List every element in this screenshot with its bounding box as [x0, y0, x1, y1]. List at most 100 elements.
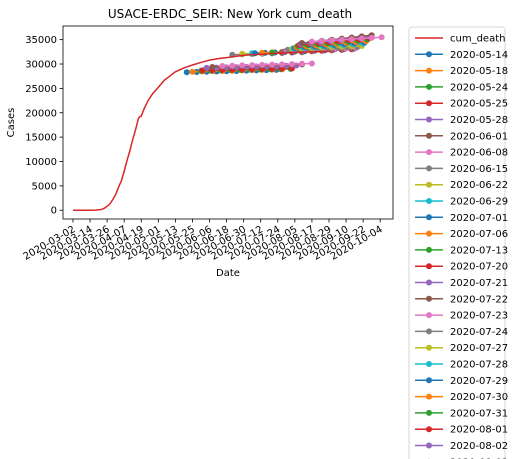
series-point [298, 60, 305, 67]
series-point [358, 35, 365, 42]
legend-label: 2020-07-23 [450, 311, 508, 322]
legend-item: 2020-06-15 [415, 164, 508, 175]
legend-marker [426, 83, 432, 90]
y-tick-label: 35000 [25, 35, 57, 46]
y-tick-label: 15000 [25, 133, 57, 144]
legend-item: 2020-07-06 [415, 229, 508, 240]
legend-marker [426, 393, 432, 400]
legend-marker [426, 149, 432, 156]
legend-marker [426, 295, 432, 302]
legend-item: 2020-08-02 [415, 441, 508, 452]
legend-marker [426, 377, 432, 384]
series-point [239, 62, 246, 69]
legend-item: 2020-06-22 [415, 180, 508, 191]
legend-marker [426, 442, 432, 449]
legend-label: 2020-07-01 [450, 213, 508, 224]
legend-label: 2020-06-08 [450, 148, 508, 159]
legend-label: 2020-05-24 [450, 82, 508, 93]
legend-item: 2020-07-21 [415, 278, 508, 289]
series-2020-06-08 [219, 60, 315, 69]
legend-label: 2020-05-14 [450, 50, 508, 61]
y-axis: 0 5000 10000 15000 20000 25000 30000 35000 [25, 35, 63, 217]
legend-label: 2020-07-31 [450, 408, 508, 419]
legend-item: 2020-07-31 [415, 408, 508, 419]
series-point [318, 37, 325, 44]
series-point [368, 34, 375, 41]
legend-label: 2020-07-22 [450, 294, 508, 305]
legend-label: 2020-07-20 [450, 262, 508, 273]
legend-item: 2020-08-01 [415, 425, 508, 436]
legend-label: 2020-06-15 [450, 164, 508, 175]
legend-item: 2020-05-28 [415, 115, 508, 126]
legend-item: 2020-06-29 [415, 197, 508, 208]
legend-marker [426, 361, 432, 367]
legend-label: 2020-06-01 [450, 131, 508, 142]
legend-marker [426, 230, 432, 237]
chart-title: USACE-ERDC_SEIR: New York cum_death [108, 7, 352, 21]
series-point [229, 62, 236, 69]
legend-marker [426, 312, 432, 319]
y-tick-label: 10000 [25, 157, 57, 168]
legend-item: 2020-06-08 [415, 148, 508, 159]
series-point [328, 37, 335, 44]
legend-label: 2020-06-29 [450, 197, 508, 208]
legend-label: 2020-08-03 [450, 457, 508, 459]
series-point [348, 36, 355, 43]
legend-label: 2020-07-28 [450, 360, 508, 371]
legend-label: 2020-07-30 [450, 392, 508, 403]
y-tick-label: 5000 [32, 181, 57, 192]
series-point [298, 40, 305, 47]
y-tick-label: 30000 [25, 60, 57, 71]
legend-marker [426, 116, 432, 123]
legend-marker [426, 426, 432, 433]
legend-label: 2020-07-27 [450, 343, 508, 354]
legend-item: 2020-07-30 [415, 392, 508, 403]
series-point [308, 60, 315, 67]
legend-item: 2020-07-13 [415, 245, 508, 256]
legend-item: 2020-07-29 [415, 376, 508, 387]
legend-item: 2020-07-01 [415, 213, 508, 224]
legend-marker [426, 246, 432, 253]
legend-marker [426, 344, 432, 351]
legend-label: 2020-07-29 [450, 376, 508, 387]
plot-area [72, 32, 385, 211]
legend-item: 2020-05-25 [415, 99, 508, 110]
legend-item: 2020-06-01 [415, 131, 508, 142]
legend-item: 2020-05-14 [415, 50, 508, 61]
legend-item: 2020-05-24 [415, 82, 508, 93]
y-axis-label: Cases [6, 108, 17, 138]
legend-label: 2020-08-02 [450, 441, 508, 452]
legend-item: cum_death [415, 34, 505, 45]
legend-label: 2020-07-06 [450, 229, 508, 240]
series-point [189, 68, 196, 75]
legend-item: 2020-07-28 [415, 360, 508, 371]
plot-frame [62, 25, 394, 220]
legend-label: 2020-07-24 [450, 327, 508, 338]
legend-marker [426, 263, 432, 270]
legend-item: 2020-07-22 [415, 294, 508, 305]
y-tick-label: 0 [51, 206, 57, 217]
legend: cum_death 2020-05-14 2020-05-18 2020-05-24 2… [408, 26, 508, 459]
legend-marker [426, 51, 432, 58]
legend-item: 2020-07-20 [415, 262, 508, 273]
legend-item: 2020-07-23 [415, 311, 508, 322]
legend-frame [408, 26, 506, 459]
legend-label: 2020-06-22 [450, 180, 508, 191]
legend-marker [426, 328, 432, 335]
x-axis: 2020-03-022020-03-142020-03-262020-04-07… [22, 219, 385, 263]
series-point [209, 63, 216, 70]
series-point [378, 34, 385, 41]
legend-marker [426, 67, 432, 74]
legend-item: 2020-07-24 [415, 327, 508, 338]
legend-marker [426, 409, 432, 416]
legend-label: cum_death [450, 34, 505, 45]
legend-marker [426, 100, 432, 107]
legend-marker [426, 279, 432, 286]
legend-label: 2020-05-25 [450, 99, 508, 110]
legend-item: 2020-05-18 [415, 66, 508, 77]
series-line [222, 62, 312, 67]
legend-marker [426, 198, 432, 204]
legend-label: 2020-05-18 [450, 66, 508, 77]
series-point [338, 36, 345, 43]
